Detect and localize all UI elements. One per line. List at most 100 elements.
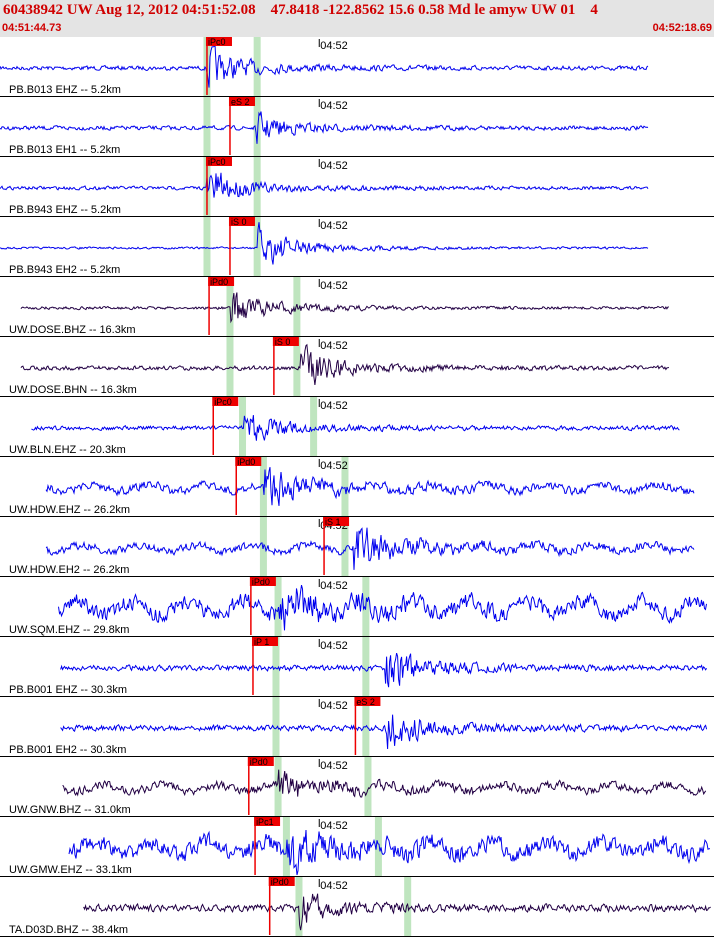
pick-label: iPd0	[237, 457, 255, 467]
minute-label: 04:52	[320, 760, 348, 772]
pick-window	[293, 277, 301, 336]
pick-window	[293, 337, 301, 396]
pick-flag	[272, 337, 299, 346]
pick-flag	[247, 757, 274, 766]
waveform	[45, 466, 695, 506]
waveform	[60, 652, 708, 688]
trace-panel: 04:52 iPc1 UW.GMW.EHZ -- 33.1km	[0, 817, 714, 877]
station-label: UW.BLN.EHZ -- 20.3km	[9, 444, 126, 456]
minute-label: 04:52	[320, 700, 348, 712]
pick-label: iPd0	[210, 277, 228, 287]
station-label: UW.GMW.EHZ -- 33.1km	[9, 864, 132, 876]
pick-flag	[205, 37, 232, 46]
minute-label: 04:52	[320, 880, 348, 892]
pick-window	[272, 637, 280, 696]
pick-flag	[208, 277, 235, 286]
pick-window	[253, 97, 261, 156]
pick-flag	[354, 697, 381, 706]
waveform	[68, 829, 710, 876]
pick-label: eS 2	[231, 97, 250, 107]
waveform	[20, 343, 670, 385]
start-time: 04:51:44.73	[2, 22, 62, 34]
pick-label: iPd0	[271, 877, 289, 887]
waveform	[83, 893, 711, 931]
trace-panels: 04:52 iPc0 PB.B013 EHZ -- 5.2km 04:52 eS 2 PB…	[0, 37, 714, 937]
waveform	[0, 222, 649, 265]
trace-panel: 04:52 iS 0 UW.DOSE.BHN -- 16.3km	[0, 337, 714, 397]
event-title: 60438942 UW Aug 12, 2012 04:51:52.08 47.…	[3, 2, 598, 18]
pick-window	[203, 97, 211, 156]
station-label: UW.DOSE.BHZ -- 16.3km	[9, 324, 136, 336]
station-label: PB.B001 EHZ -- 30.3km	[9, 684, 127, 696]
station-label: UW.DOSE.BHN -- 16.3km	[9, 384, 137, 396]
station-label: UW.GNW.BHZ -- 31.0km	[9, 804, 131, 816]
seismogram-plot: 04:52 iPc0 PB.B013 EHZ -- 5.2km 04:52 eS 2 PB…	[0, 37, 714, 938]
pick-flag	[249, 577, 276, 586]
pick-label: iS 1	[325, 517, 341, 527]
pick-window	[341, 517, 349, 576]
minute-label: 04:52	[320, 280, 348, 292]
pick-flag	[268, 877, 295, 886]
station-label: PB.B013 EHZ -- 5.2km	[9, 84, 121, 96]
waveform	[0, 172, 649, 198]
pick-label: iPc0	[214, 397, 232, 407]
pick-window	[274, 577, 282, 636]
station-label: PB.B001 EH2 -- 30.3km	[9, 744, 126, 756]
trace-panel: 04:52 iP 1 PB.B001 EHZ -- 30.3km	[0, 637, 714, 697]
station-label: UW.SQM.EHZ -- 29.8km	[9, 624, 129, 636]
pick-window	[364, 757, 372, 816]
pick-flag	[228, 97, 255, 106]
minute-label: 04:52	[320, 160, 348, 172]
pick-flag	[205, 157, 232, 166]
pick-window	[239, 397, 247, 456]
station-label: UW.HDW.EHZ -- 26.2km	[9, 504, 130, 516]
trace-panel: 04:52 iPc0 PB.B013 EHZ -- 5.2km	[0, 37, 714, 97]
pick-flag	[212, 397, 239, 406]
pick-window	[272, 697, 280, 756]
trace-panel: 04:52 iPd0 TA.D03D.BHZ -- 38.4km	[0, 877, 714, 937]
pick-flag	[254, 817, 281, 826]
waveform	[45, 527, 695, 570]
waveform	[20, 292, 670, 324]
pick-flag	[228, 217, 255, 226]
pick-window	[341, 457, 349, 516]
waveform	[62, 769, 707, 798]
waveform	[0, 111, 649, 144]
pick-window	[374, 817, 382, 876]
minute-label: 04:52	[320, 640, 348, 652]
pick-window	[226, 337, 234, 396]
station-label: TA.D03D.BHZ -- 38.4km	[9, 924, 128, 936]
end-time: 04:52:18.69	[652, 22, 712, 34]
pick-flag	[251, 637, 278, 646]
minute-label: 04:52	[320, 400, 348, 412]
waveform	[60, 714, 708, 750]
waveform	[58, 584, 707, 631]
minute-label: 04:52	[320, 580, 348, 592]
station-label: PB.B013 EH1 -- 5.2km	[9, 144, 120, 156]
minute-label: 04:52	[320, 40, 348, 52]
minute-label: 04:52	[320, 220, 348, 232]
minute-label: 04:52	[320, 460, 348, 472]
pick-label: eS 2	[356, 697, 375, 707]
pick-flag	[235, 457, 262, 466]
minute-label: 04:52	[320, 100, 348, 112]
pick-window	[362, 637, 370, 696]
pick-label: iPd0	[250, 757, 268, 767]
trace-panel: 04:52 iS 0 PB.B943 EH2 -- 5.2km	[0, 217, 714, 277]
trace-panel: 04:52 iPc0 PB.B943 EHZ -- 5.2km	[0, 157, 714, 217]
trace-panel: 04:52 iPd0 UW.GNW.BHZ -- 31.0km	[0, 757, 714, 817]
trace-panel: 04:52 iPc0 UW.BLN.EHZ -- 20.3km	[0, 397, 714, 457]
station-label: UW.HDW.EH2 -- 26.2km	[9, 564, 129, 576]
pick-label: iPc1	[256, 817, 274, 827]
station-label: PB.B943 EHZ -- 5.2km	[9, 204, 121, 216]
pick-label: iP 1	[254, 637, 269, 647]
pick-label: iS 0	[275, 337, 291, 347]
pick-label: iPc0	[208, 37, 226, 47]
minute-label: 04:52	[320, 340, 348, 352]
trace-panel: 04:52 iPd0 UW.HDW.EHZ -- 26.2km	[0, 457, 714, 517]
pick-label: iS 0	[231, 217, 247, 227]
trace-panel: 04:52 eS 2 PB.B001 EH2 -- 30.3km	[0, 697, 714, 757]
pick-window	[253, 37, 261, 96]
pick-window	[274, 757, 282, 816]
event-header: 60438942 UW Aug 12, 2012 04:51:52.08 47.…	[0, 0, 714, 37]
